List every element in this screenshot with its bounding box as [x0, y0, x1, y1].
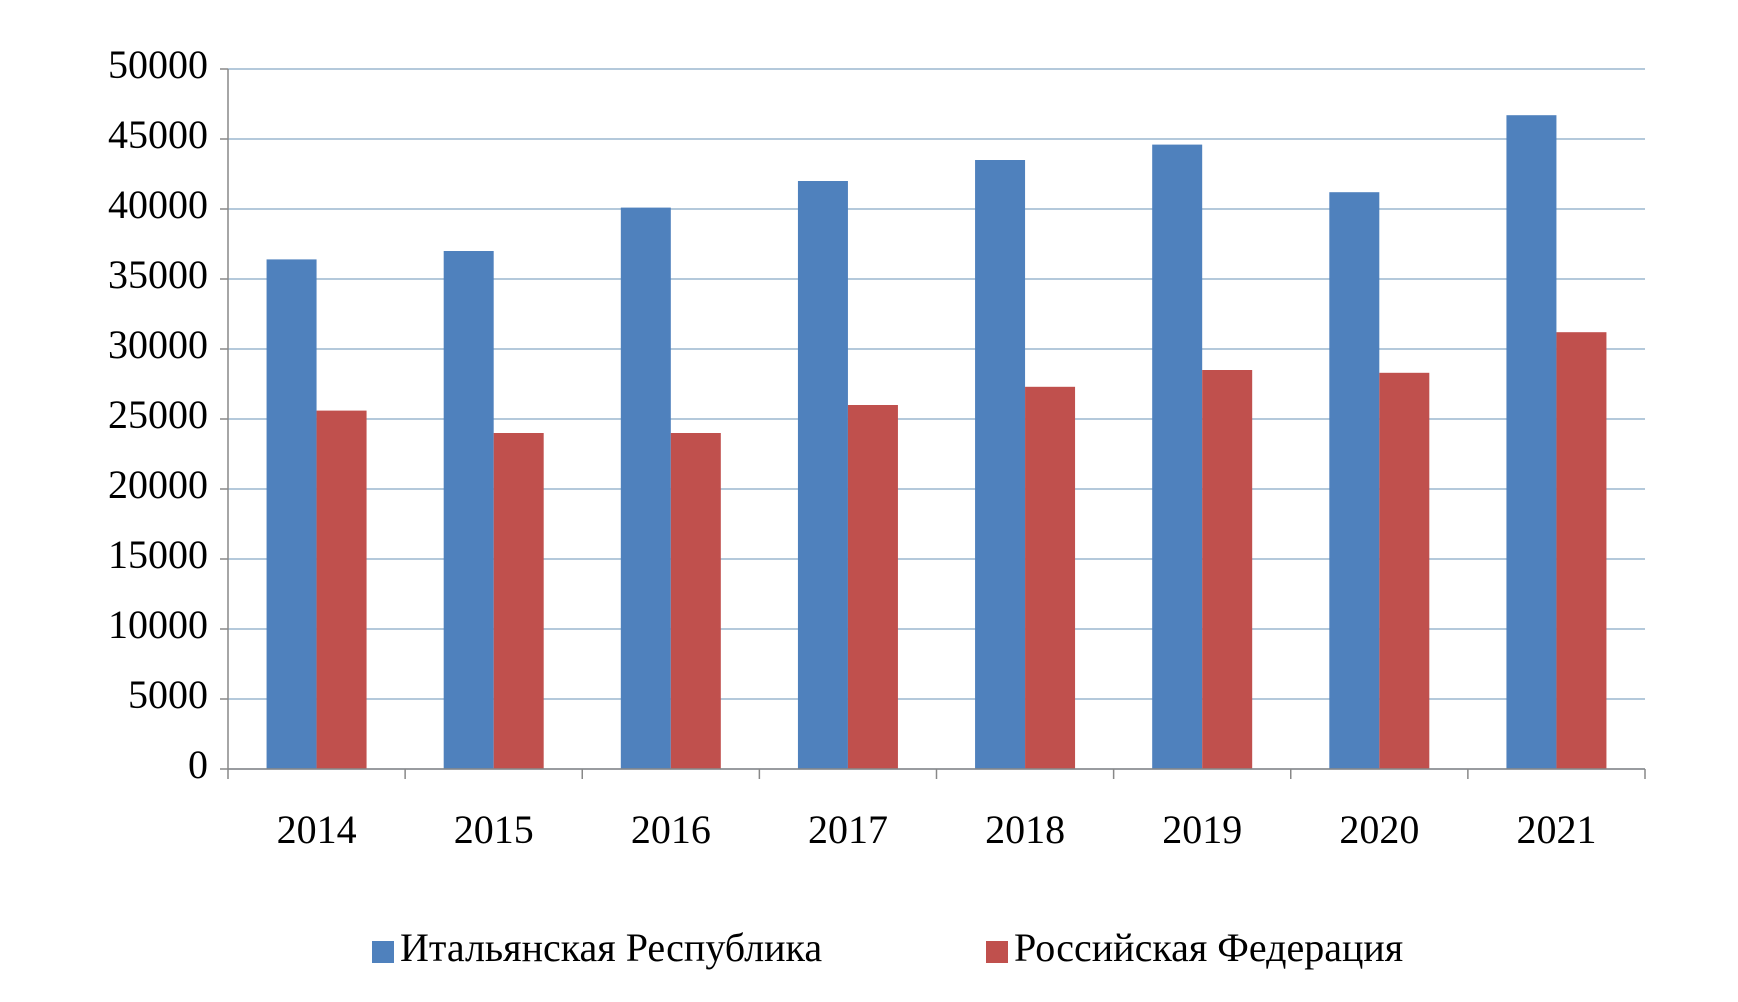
bar — [1152, 144, 1203, 770]
bar — [1379, 372, 1430, 769]
legend-swatch — [372, 941, 394, 963]
bar — [1329, 192, 1380, 769]
x-tick-label: 2020 — [1339, 807, 1419, 852]
bar — [847, 405, 898, 769]
y-tick-label: 5000 — [128, 672, 208, 717]
y-tick-label: 25000 — [108, 392, 208, 437]
bar — [670, 433, 721, 769]
bar — [620, 207, 671, 770]
x-tick-label: 2021 — [1516, 807, 1596, 852]
bar — [797, 181, 848, 769]
bar — [975, 160, 1026, 769]
bar — [1202, 370, 1253, 769]
y-tick-label: 30000 — [108, 322, 208, 367]
legend-swatch — [986, 941, 1008, 963]
y-tick-label: 20000 — [108, 462, 208, 507]
y-tick-label: 10000 — [108, 602, 208, 647]
bar — [1025, 386, 1076, 769]
bar — [266, 259, 317, 769]
y-tick-label: 40000 — [108, 182, 208, 227]
bar — [493, 433, 544, 769]
x-tick-label: 2019 — [1162, 807, 1242, 852]
y-tick-label: 45000 — [108, 112, 208, 157]
bar — [1506, 115, 1557, 769]
x-tick-label: 2015 — [454, 807, 534, 852]
y-tick-label: 35000 — [108, 252, 208, 297]
x-tick-label: 2018 — [985, 807, 1065, 852]
x-tick-label: 2017 — [808, 807, 888, 852]
x-tick-label: 2016 — [631, 807, 711, 852]
y-tick-label: 0 — [188, 742, 208, 787]
y-tick-label: 50000 — [108, 42, 208, 87]
legend-label: Российская Федерация — [1014, 925, 1403, 970]
y-tick-label: 15000 — [108, 532, 208, 577]
bar — [1556, 332, 1607, 769]
bar — [443, 251, 494, 769]
legend-label: Итальянская Республика — [400, 925, 822, 970]
x-tick-label: 2014 — [277, 807, 357, 852]
bar — [316, 410, 367, 769]
